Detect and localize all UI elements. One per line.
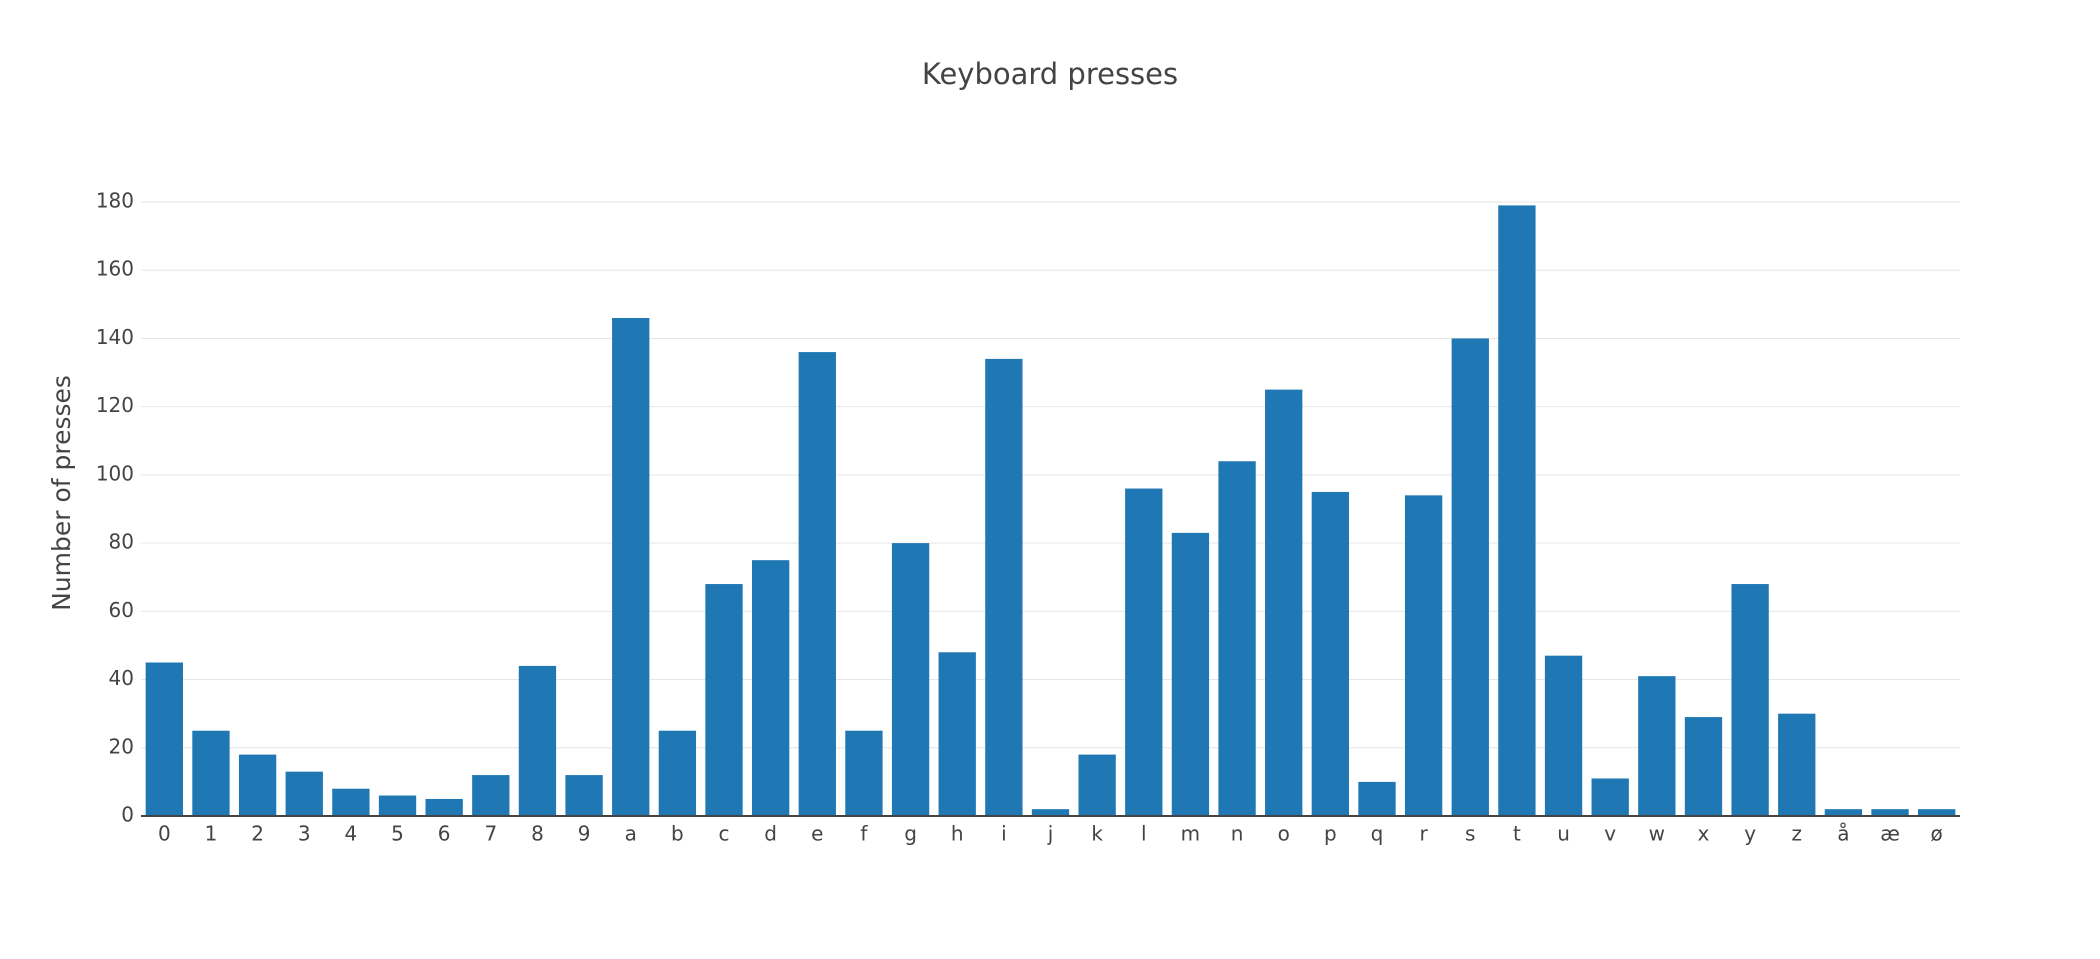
x-tick-label: d [764, 822, 777, 846]
x-tick-label: 1 [205, 822, 218, 846]
x-tick-label: å [1837, 822, 1849, 846]
bar [1778, 713, 1816, 816]
x-tick-label: i [1001, 822, 1007, 846]
chart-title: Keyboard presses [922, 57, 1178, 91]
x-tick-label: n [1231, 822, 1244, 846]
bar [751, 560, 790, 816]
y-tick-label: 180 [96, 189, 134, 213]
y-tick-label: 0 [121, 803, 134, 827]
bar [1871, 809, 1909, 816]
y-tick-label: 140 [96, 325, 134, 349]
x-tick-label: e [811, 822, 823, 846]
y-tick-label: 160 [96, 257, 134, 281]
x-tick-label: l [1141, 822, 1147, 846]
x-tick-label: 6 [438, 822, 451, 846]
x-tick-label: 3 [298, 822, 311, 846]
bar [1591, 778, 1629, 816]
x-tick-label: q [1371, 822, 1384, 846]
x-tick-label: s [1465, 822, 1475, 846]
x-tick-label: f [860, 822, 868, 846]
bar [1125, 488, 1163, 816]
x-tick-label: o [1278, 822, 1290, 846]
bar [1684, 717, 1723, 816]
bar [1404, 495, 1443, 816]
x-tick-label: 9 [578, 822, 591, 846]
x-tick-label: 8 [531, 822, 544, 846]
x-tick-label: g [904, 822, 917, 846]
x-tick-label: w [1649, 822, 1665, 846]
bar [565, 775, 603, 816]
bar [1078, 754, 1116, 816]
bar [1498, 205, 1536, 816]
x-tick-label: z [1792, 822, 1803, 846]
bar [145, 662, 183, 816]
bar [1031, 809, 1070, 816]
bar [238, 754, 277, 816]
x-tick-label: 5 [391, 822, 404, 846]
bar [612, 317, 650, 816]
bar [1311, 491, 1350, 816]
x-tick-label: c [719, 822, 730, 846]
x-tick-label: x [1698, 822, 1710, 846]
bar [891, 543, 930, 816]
bar [472, 775, 510, 816]
x-tick-label: 0 [158, 822, 171, 846]
bar [1544, 655, 1583, 816]
bar [1824, 809, 1863, 816]
bar [705, 584, 743, 816]
bar [658, 730, 697, 816]
y-tick-label: 80 [109, 530, 134, 554]
x-tick-label: 7 [484, 822, 497, 846]
x-tick-label: p [1324, 822, 1337, 846]
bar [1638, 676, 1676, 816]
bar [1918, 809, 1956, 816]
x-tick-label: y [1744, 822, 1756, 846]
x-tick-label: t [1513, 822, 1521, 846]
bar [378, 795, 417, 816]
y-tick-label: 100 [96, 461, 134, 485]
bar [938, 652, 976, 816]
y-axis-title: Number of presses [47, 375, 76, 611]
x-tick-label: u [1557, 822, 1570, 846]
x-tick-label: h [951, 822, 964, 846]
bar [798, 352, 836, 816]
y-tick-label: 40 [109, 666, 134, 690]
bar [425, 798, 463, 816]
x-tick-label: r [1420, 822, 1429, 846]
bar [845, 730, 883, 816]
x-tick-label: k [1091, 822, 1103, 846]
x-tick-label: 2 [251, 822, 264, 846]
y-tick-label: 60 [109, 598, 134, 622]
bar [1451, 338, 1489, 816]
y-tick-label: 120 [96, 393, 134, 417]
bar [192, 730, 230, 816]
y-tick-label: 20 [109, 734, 134, 758]
x-tick-label: 4 [345, 822, 358, 846]
x-tick-label: m [1181, 822, 1200, 846]
bar [1358, 781, 1396, 816]
bar [332, 788, 370, 816]
x-tick-label: æ [1880, 822, 1900, 846]
bar [285, 771, 323, 816]
x-tick-label: ø [1931, 822, 1943, 846]
x-tick-label: a [625, 822, 637, 846]
x-tick-label: v [1604, 822, 1616, 846]
bar [985, 358, 1023, 816]
bar [1731, 584, 1769, 816]
x-tick-label: b [671, 822, 684, 846]
bar [518, 665, 557, 816]
bar [1218, 461, 1256, 816]
x-tick-label: j [1047, 822, 1054, 846]
bar [1265, 389, 1303, 816]
bar [1171, 532, 1210, 816]
